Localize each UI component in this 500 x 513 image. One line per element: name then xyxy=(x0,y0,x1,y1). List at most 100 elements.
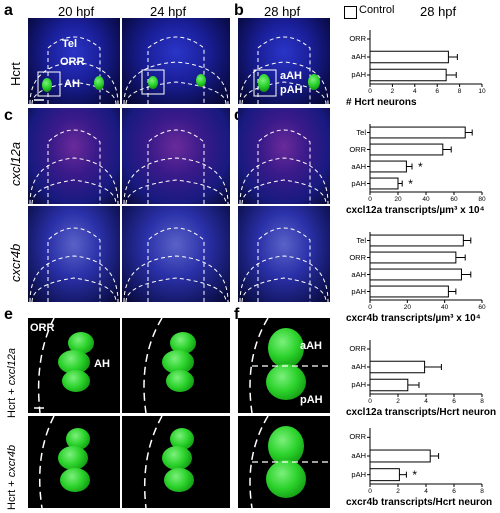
image-cxcr4b-24hpf xyxy=(122,206,230,302)
panel-label-e: e xyxy=(4,306,13,323)
y-tick-label: Tel xyxy=(356,127,366,137)
label-aah: aAH xyxy=(280,70,303,82)
y-tick-label: pAH xyxy=(351,70,366,79)
y-tick-label: ORR xyxy=(349,252,366,262)
label-ah-e: AH xyxy=(94,358,110,370)
y-tick-label: pAH xyxy=(351,178,366,188)
header-28hpf-images: 28 hpf xyxy=(264,4,301,19)
label-ah: AH xyxy=(64,78,80,90)
header-20hpf: 20 hpf xyxy=(58,4,95,19)
x-tick-label: 20 xyxy=(403,304,411,311)
chart-svg xyxy=(367,30,483,87)
x-tick-label: 2 xyxy=(390,88,395,95)
bar xyxy=(369,268,462,281)
x-axis-label: cxcl12a transcripts/Hcrt neuron xyxy=(346,407,497,418)
x-tick-label: 6 xyxy=(452,488,456,495)
x-tick-label: 10 xyxy=(478,88,486,95)
y-tick-label: ORR xyxy=(349,34,366,43)
x-tick-label: 2 xyxy=(396,488,400,495)
x-tick-label: 0 xyxy=(368,304,372,311)
image-e-cxcl12a-1: ORR AH xyxy=(28,318,120,413)
x-tick-label: 2 xyxy=(396,398,400,405)
chart-cxcr4b-per-neuron: ORR aAH pAH * 0 2 4 6 8 cxcr4b transcripts/Hcrt n… xyxy=(340,424,493,510)
y-tick-label: pAH xyxy=(351,286,366,296)
image-cxcr4b-20hpf xyxy=(28,206,120,302)
x-tick-label: 40 xyxy=(441,304,449,311)
x-tick-label: 0 xyxy=(368,488,372,495)
bar xyxy=(369,68,447,82)
image-e-cxcr4b-2 xyxy=(122,416,230,508)
chart-cxcl12a-per-neuron: ORR aAH pAH 0 2 4 6 8 cxcl12a transcripts/Hcrt n… xyxy=(340,336,496,420)
image-hcrt-24hpf xyxy=(122,18,230,104)
y-tick-label: pAH xyxy=(351,380,366,389)
x-tick-label: 0 xyxy=(368,196,372,203)
x-tick-label: 60 xyxy=(450,196,458,203)
header-24hpf: 24 hpf xyxy=(150,4,187,19)
image-e-cxcl12a-2 xyxy=(122,318,230,413)
bar xyxy=(369,160,407,173)
label-orr: ORR xyxy=(60,56,85,68)
x-tick-label: 4 xyxy=(424,488,428,495)
row-label-hcrt: Hcrt xyxy=(8,62,23,86)
y-tick-label: aAH xyxy=(351,451,366,460)
label-tel: Tel xyxy=(62,38,78,50)
x-tick-label: 0 xyxy=(368,88,372,95)
x-tick-label: 60 xyxy=(478,304,486,311)
y-tick-label: ORR xyxy=(349,432,366,442)
row-label-cxcr4b: cxcr4b xyxy=(8,243,23,282)
y-tick-label: aAH xyxy=(351,161,366,171)
x-tick-label: 0 xyxy=(368,398,372,405)
y-tick-label: aAH xyxy=(351,269,366,279)
legend-swatch xyxy=(344,6,357,19)
x-tick-label: 4 xyxy=(412,88,417,95)
header-28hpf-charts: 28 hpf xyxy=(420,4,457,19)
row-label-e1: Hcrt + cxcl12a xyxy=(6,348,18,418)
row-label-e2: Hcrt + cxcr4b xyxy=(6,444,18,510)
bar xyxy=(369,234,464,247)
panel-label-b: b xyxy=(234,2,244,19)
y-tick-label: pAH xyxy=(351,469,366,479)
label-pah: pAH xyxy=(280,84,303,96)
x-tick-label: 40 xyxy=(422,196,430,203)
y-tick-label: aAH xyxy=(351,362,366,371)
x-tick-label: 80 xyxy=(478,196,486,203)
chart-svg xyxy=(367,124,483,195)
bar xyxy=(369,378,409,392)
image-e-cxcr4b-1 xyxy=(28,416,120,508)
x-tick-label: 6 xyxy=(452,398,456,405)
label-pah-f: pAH xyxy=(300,394,323,406)
label-aah-f: aAH xyxy=(300,340,323,352)
chart-svg xyxy=(367,428,483,487)
y-tick-label: Tel xyxy=(356,235,366,245)
image-hcrt-20hpf: Tel ORR AH xyxy=(28,18,120,104)
y-tick-label: aAH xyxy=(351,52,366,61)
image-cxcl12a-20hpf xyxy=(28,108,120,204)
bar xyxy=(369,50,449,64)
bar xyxy=(369,251,457,264)
x-tick-label: 6 xyxy=(435,88,439,95)
x-axis-label: cxcr4b transcripts/µm³ x 10⁴ xyxy=(346,313,481,324)
chart-hcrt-neurons: ORR aAH pAH 0 2 4 6 8 10 # Hcrt neurons xyxy=(340,26,490,110)
bar xyxy=(369,177,399,190)
chart-svg xyxy=(367,232,483,303)
image-f-cxcr4b xyxy=(238,416,330,508)
panel-label-f: f xyxy=(234,306,240,323)
image-cxcr4b-28hpf xyxy=(238,206,330,302)
legend-label: Control xyxy=(359,4,395,16)
bar xyxy=(369,360,426,374)
x-tick-label: 8 xyxy=(457,88,462,95)
image-hcrt-28hpf: aAH pAH xyxy=(238,18,330,104)
x-tick-label: 8 xyxy=(480,488,484,495)
x-axis-label: cxcr4b transcripts/Hcrt neuron xyxy=(346,497,493,508)
image-cxcl12a-28hpf xyxy=(238,108,330,204)
x-axis-label: cxcl12a transcripts/µm³ x 10⁴ xyxy=(346,205,485,216)
bar xyxy=(369,126,466,139)
x-tick-label: 8 xyxy=(480,398,484,405)
significance-star: * xyxy=(408,176,413,191)
chart-cxcr4b-density: Tel ORR aAH pAH 0 20 40 60 cxcr4b transcripts/µm… xyxy=(340,228,490,326)
label-orr-e: ORR xyxy=(30,322,55,334)
chart-cxcl12a-density: Tel ORR aAH * pAH * 0 20 40 60 80 cxcl12a transcrip… xyxy=(340,120,490,218)
x-tick-label: 4 xyxy=(424,398,428,405)
x-axis-label: # Hcrt neurons xyxy=(346,97,417,108)
panel-label-a: a xyxy=(4,2,13,19)
